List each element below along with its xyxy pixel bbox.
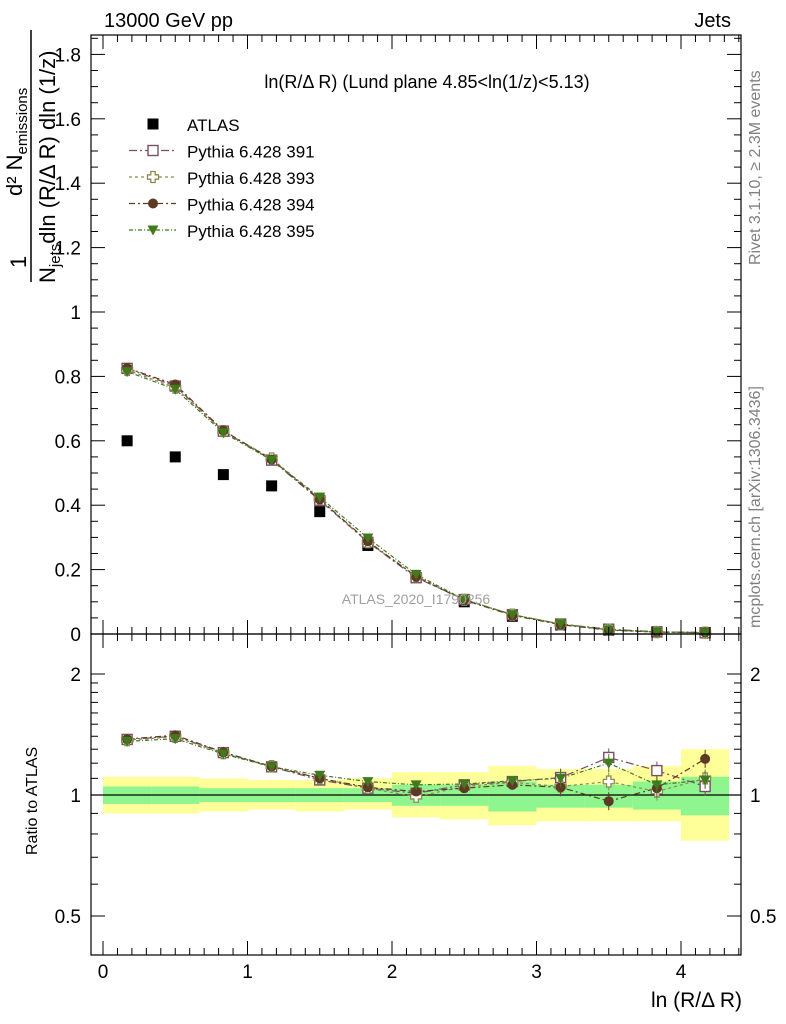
ratio-data-point bbox=[458, 779, 470, 790]
ratio-data-point bbox=[410, 780, 422, 791]
ratio-data-point bbox=[362, 777, 374, 788]
ratio-y-tick-label: 0.5 bbox=[55, 907, 81, 928]
ratio-data-point bbox=[602, 775, 615, 788]
ylabel-numerator: d² Nemissions bbox=[2, 88, 31, 196]
pythia-data-point bbox=[314, 492, 326, 503]
x-tick-label: 2 bbox=[387, 962, 398, 983]
pythia-data-point bbox=[266, 455, 278, 466]
legend-entry: Pythia 6.428 394 bbox=[187, 196, 315, 215]
legend-marker bbox=[147, 225, 159, 236]
atlas-data-point bbox=[169, 451, 181, 463]
ratio-data-point bbox=[266, 762, 278, 773]
rivet-label: Rivet 3.1.10, ≥ 2.3M events bbox=[747, 70, 764, 265]
y-tick-label: 0.8 bbox=[55, 367, 81, 388]
ratio-panel: 0.5 0.5 1 1 2 2 0 1 2 3 4 Ratio to ATLAS ln (R/Δ R… bbox=[24, 633, 776, 1012]
ratio-uncertainty-bands bbox=[91, 749, 741, 841]
ratio-marks bbox=[120, 730, 712, 811]
legend-entry: Pythia 6.428 391 bbox=[187, 143, 315, 162]
main-marks bbox=[120, 362, 712, 639]
ratio-data-point bbox=[506, 776, 518, 787]
main-axes: 0.2 0.4 0.6 0.8 1 1.2 1.4 1.6 1.8 0 bbox=[55, 35, 741, 646]
ratio-y-tick-label: 2 bbox=[70, 665, 81, 686]
x-tick-label: 0 bbox=[98, 962, 109, 983]
legend-marker bbox=[147, 144, 159, 157]
ratio-data-point bbox=[603, 796, 614, 807]
y-tick-label: 1.6 bbox=[55, 110, 81, 131]
y-tick-label-zero: 0 bbox=[70, 625, 81, 646]
ratio-data-point bbox=[411, 786, 422, 797]
pythia-data-point bbox=[699, 628, 711, 639]
pythia-data-point bbox=[169, 384, 181, 395]
ratio-data-point bbox=[651, 780, 663, 791]
header-left: 13000 GeV pp bbox=[104, 10, 233, 32]
plot-title: ln(R/Δ R) (Lund plane 4.85<ln(1/z)<5.13) bbox=[264, 72, 589, 92]
ylabel-one: 1 bbox=[6, 256, 31, 268]
ratio-data-point bbox=[651, 764, 663, 777]
ratio-axes: 0.5 0.5 1 1 2 2 0 1 2 3 4 bbox=[55, 634, 776, 983]
ratio-data-point bbox=[121, 736, 133, 747]
legend-marker bbox=[148, 198, 158, 209]
y-tick-label: 1.4 bbox=[55, 174, 82, 195]
legend: ATLAS Pythia 6.428 391 Pythia 6.428 393 Pyt… bbox=[129, 116, 315, 241]
ratio-data-point bbox=[217, 749, 229, 760]
x-tick-label: 1 bbox=[242, 962, 253, 983]
y-tick-label: 0.6 bbox=[55, 432, 81, 453]
pythia-data-point bbox=[217, 428, 229, 439]
ylabel-emissions: emissions bbox=[14, 88, 31, 155]
ratio-y-tick-label-right: 2 bbox=[750, 665, 761, 686]
legend-entry: Pythia 6.428 395 bbox=[187, 222, 315, 241]
x-tick-label: 4 bbox=[676, 962, 687, 983]
ylabel-rest: dln (R/Δ R) dln (1/z) bbox=[35, 51, 60, 244]
ratio-data-point bbox=[555, 773, 567, 784]
ratio-data-point bbox=[700, 753, 711, 764]
ratio-data-point bbox=[314, 770, 326, 781]
ratio-data-point bbox=[169, 734, 181, 745]
mcplots-label: mcplots.cern.ch [arXiv:1306.3436] bbox=[747, 386, 764, 628]
ratio-data-point bbox=[362, 782, 373, 793]
main-distribution-panel: 0.2 0.4 0.6 0.8 1 1.2 1.4 1.6 1.8 0 ln(R/Δ R) (Lu… bbox=[2, 30, 742, 646]
atlas-data-point bbox=[314, 506, 326, 518]
atlas-data-point bbox=[217, 469, 229, 481]
ylabel-denominator: Njetsdln (R/Δ R) dln (1/z) bbox=[35, 51, 64, 283]
atlas-data-point bbox=[266, 480, 278, 492]
y-tick-label: 0.2 bbox=[55, 561, 81, 582]
pythia-data-point bbox=[362, 533, 374, 544]
ratio-y-axis-label: Ratio to ATLAS bbox=[24, 747, 41, 855]
atlas-data-point bbox=[121, 435, 133, 447]
pythia-data-point bbox=[458, 595, 470, 606]
pythia-data-point bbox=[506, 610, 518, 621]
ratio-y-tick-label-right: 0.5 bbox=[750, 907, 776, 928]
ylabel-jets: jets bbox=[47, 244, 64, 268]
y-tick-label: 1.8 bbox=[55, 45, 81, 66]
ratio-data-point bbox=[603, 758, 615, 769]
legend-entry: ATLAS bbox=[187, 116, 240, 135]
pythia-data-point bbox=[651, 627, 663, 638]
y-tick-label: 1 bbox=[70, 303, 81, 324]
pythia-data-point bbox=[410, 569, 422, 580]
ylabel-d2n: d² N bbox=[2, 154, 27, 196]
ratio-y-tick-label-right: 1 bbox=[750, 786, 761, 807]
legend-entry: Pythia 6.428 393 bbox=[187, 169, 315, 188]
pythia-data-point bbox=[121, 367, 133, 378]
watermark: ATLAS_2020_I1790256 bbox=[342, 591, 491, 607]
legend-marker bbox=[146, 170, 160, 184]
x-axis-label: ln (R/Δ R) bbox=[651, 989, 742, 1012]
ylabel-njets: N bbox=[35, 267, 60, 283]
ratio-data-point bbox=[699, 775, 711, 786]
main-y-axis-label: 1 d² Nemissions Njetsdln (R/Δ R) dln (1/… bbox=[2, 30, 64, 283]
header-right: Jets bbox=[694, 10, 731, 32]
ratio-y-tick-label: 1 bbox=[70, 786, 81, 807]
legend-marker bbox=[147, 118, 159, 130]
pythia-data-point bbox=[555, 619, 567, 630]
y-tick-label: 1.2 bbox=[55, 239, 81, 260]
x-tick-label: 3 bbox=[531, 962, 542, 983]
y-tick-label: 0.4 bbox=[55, 496, 82, 517]
